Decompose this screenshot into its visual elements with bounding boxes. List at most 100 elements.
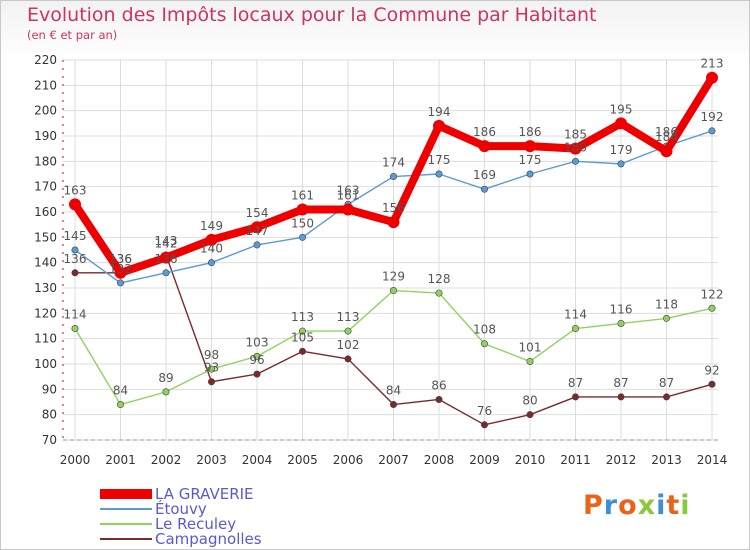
y-tick-label: 170 [34, 180, 57, 194]
y-tick-label: 150 [34, 230, 57, 244]
data-label: 129 [382, 270, 405, 284]
data-point [660, 145, 673, 158]
data-point [435, 289, 443, 297]
data-label: 192 [701, 110, 724, 124]
data-label: 136 [64, 252, 87, 266]
data-point [389, 173, 397, 181]
data-label: 98 [204, 348, 219, 362]
data-label: 136 [109, 252, 132, 266]
y-tick-label: 130 [34, 281, 57, 295]
data-label: 101 [519, 340, 542, 354]
data-point [524, 140, 536, 153]
y-tick-label: 190 [34, 129, 57, 143]
data-point [296, 203, 309, 216]
y-tick-label: 220 [34, 53, 57, 67]
data-point [253, 370, 261, 378]
data-point [298, 233, 306, 241]
x-tick-label: 2008 [424, 453, 455, 467]
data-label: 122 [701, 287, 724, 301]
data-point [617, 319, 625, 327]
data-label: 113 [291, 310, 314, 324]
data-point [571, 325, 579, 333]
data-label: 195 [610, 102, 633, 116]
data-point [569, 142, 582, 155]
data-point [478, 140, 491, 153]
data-point [344, 355, 352, 363]
data-label: 132 [109, 262, 132, 276]
legend-label: Étouvy [155, 499, 207, 518]
y-tick-label: 200 [34, 104, 57, 118]
data-point [298, 327, 306, 335]
data-point [253, 241, 261, 249]
data-label: 87 [613, 376, 628, 390]
data-point [662, 314, 670, 322]
data-label: 163 [337, 183, 360, 197]
data-point [162, 388, 170, 396]
x-tick-label: 2006 [333, 453, 364, 467]
data-label: 174 [382, 156, 405, 170]
legend-label: Campagnolles [155, 530, 262, 548]
x-tick-label: 2004 [242, 453, 273, 467]
data-point [480, 185, 488, 193]
data-point [389, 401, 397, 409]
data-point [208, 259, 216, 267]
data-label: 175 [428, 153, 451, 167]
data-label: 180 [564, 140, 587, 154]
data-label: 113 [337, 310, 360, 324]
data-point [344, 327, 352, 335]
x-tick-label: 2005 [287, 453, 318, 467]
data-label: 136 [109, 252, 132, 266]
data-point [526, 357, 534, 365]
data-label: 179 [610, 143, 633, 157]
data-point [117, 279, 125, 287]
data-label: 93 [204, 361, 219, 375]
chart-subtitle: (en € et par an) [27, 28, 118, 42]
data-point [71, 246, 79, 254]
y-tick-label: 210 [34, 78, 57, 92]
data-label: 92 [704, 363, 719, 377]
data-point [526, 411, 534, 419]
data-label: 87 [659, 376, 674, 390]
data-point [708, 304, 716, 312]
y-tick-label: 160 [34, 205, 57, 219]
logo-letter: r [603, 490, 619, 521]
logo-letter: i [656, 490, 667, 521]
data-label: 76 [477, 404, 492, 418]
y-tick-label: 120 [34, 306, 57, 320]
data-point [571, 157, 579, 165]
data-label: 163 [64, 183, 87, 197]
y-tick-label: 80 [42, 408, 57, 422]
data-label: 103 [246, 335, 269, 349]
data-point [480, 340, 488, 348]
x-tick-label: 2009 [469, 453, 500, 467]
data-label: 175 [519, 153, 542, 167]
data-label: 161 [291, 188, 314, 202]
logo-letter: P [583, 490, 604, 521]
grid-lines [63, 59, 718, 441]
data-point [251, 221, 263, 234]
data-label: 186 [655, 125, 678, 139]
chart-title: Evolution des Impôts locaux pour la Comm… [27, 4, 597, 26]
data-point [253, 352, 261, 360]
data-label: 149 [200, 219, 223, 233]
data-label: 213 [701, 57, 724, 71]
data-point [117, 401, 125, 409]
y-tick-label: 140 [34, 256, 57, 270]
legend-label: Le Reculey [155, 515, 236, 533]
proxiti-logo: Proxiti [583, 490, 691, 521]
x-tick-label: 2014 [697, 453, 728, 467]
data-point [480, 421, 488, 429]
data-label: 116 [610, 302, 633, 316]
x-tick-label: 2000 [60, 453, 91, 467]
data-label: 86 [431, 378, 446, 392]
data-label: 194 [428, 105, 451, 119]
data-point [708, 127, 716, 135]
data-label: 185 [564, 128, 587, 142]
data-point [205, 233, 218, 246]
data-point [69, 198, 81, 211]
x-tick-label: 2007 [378, 453, 409, 467]
x-tick-label: 2011 [560, 453, 591, 467]
data-label: 154 [246, 206, 269, 220]
